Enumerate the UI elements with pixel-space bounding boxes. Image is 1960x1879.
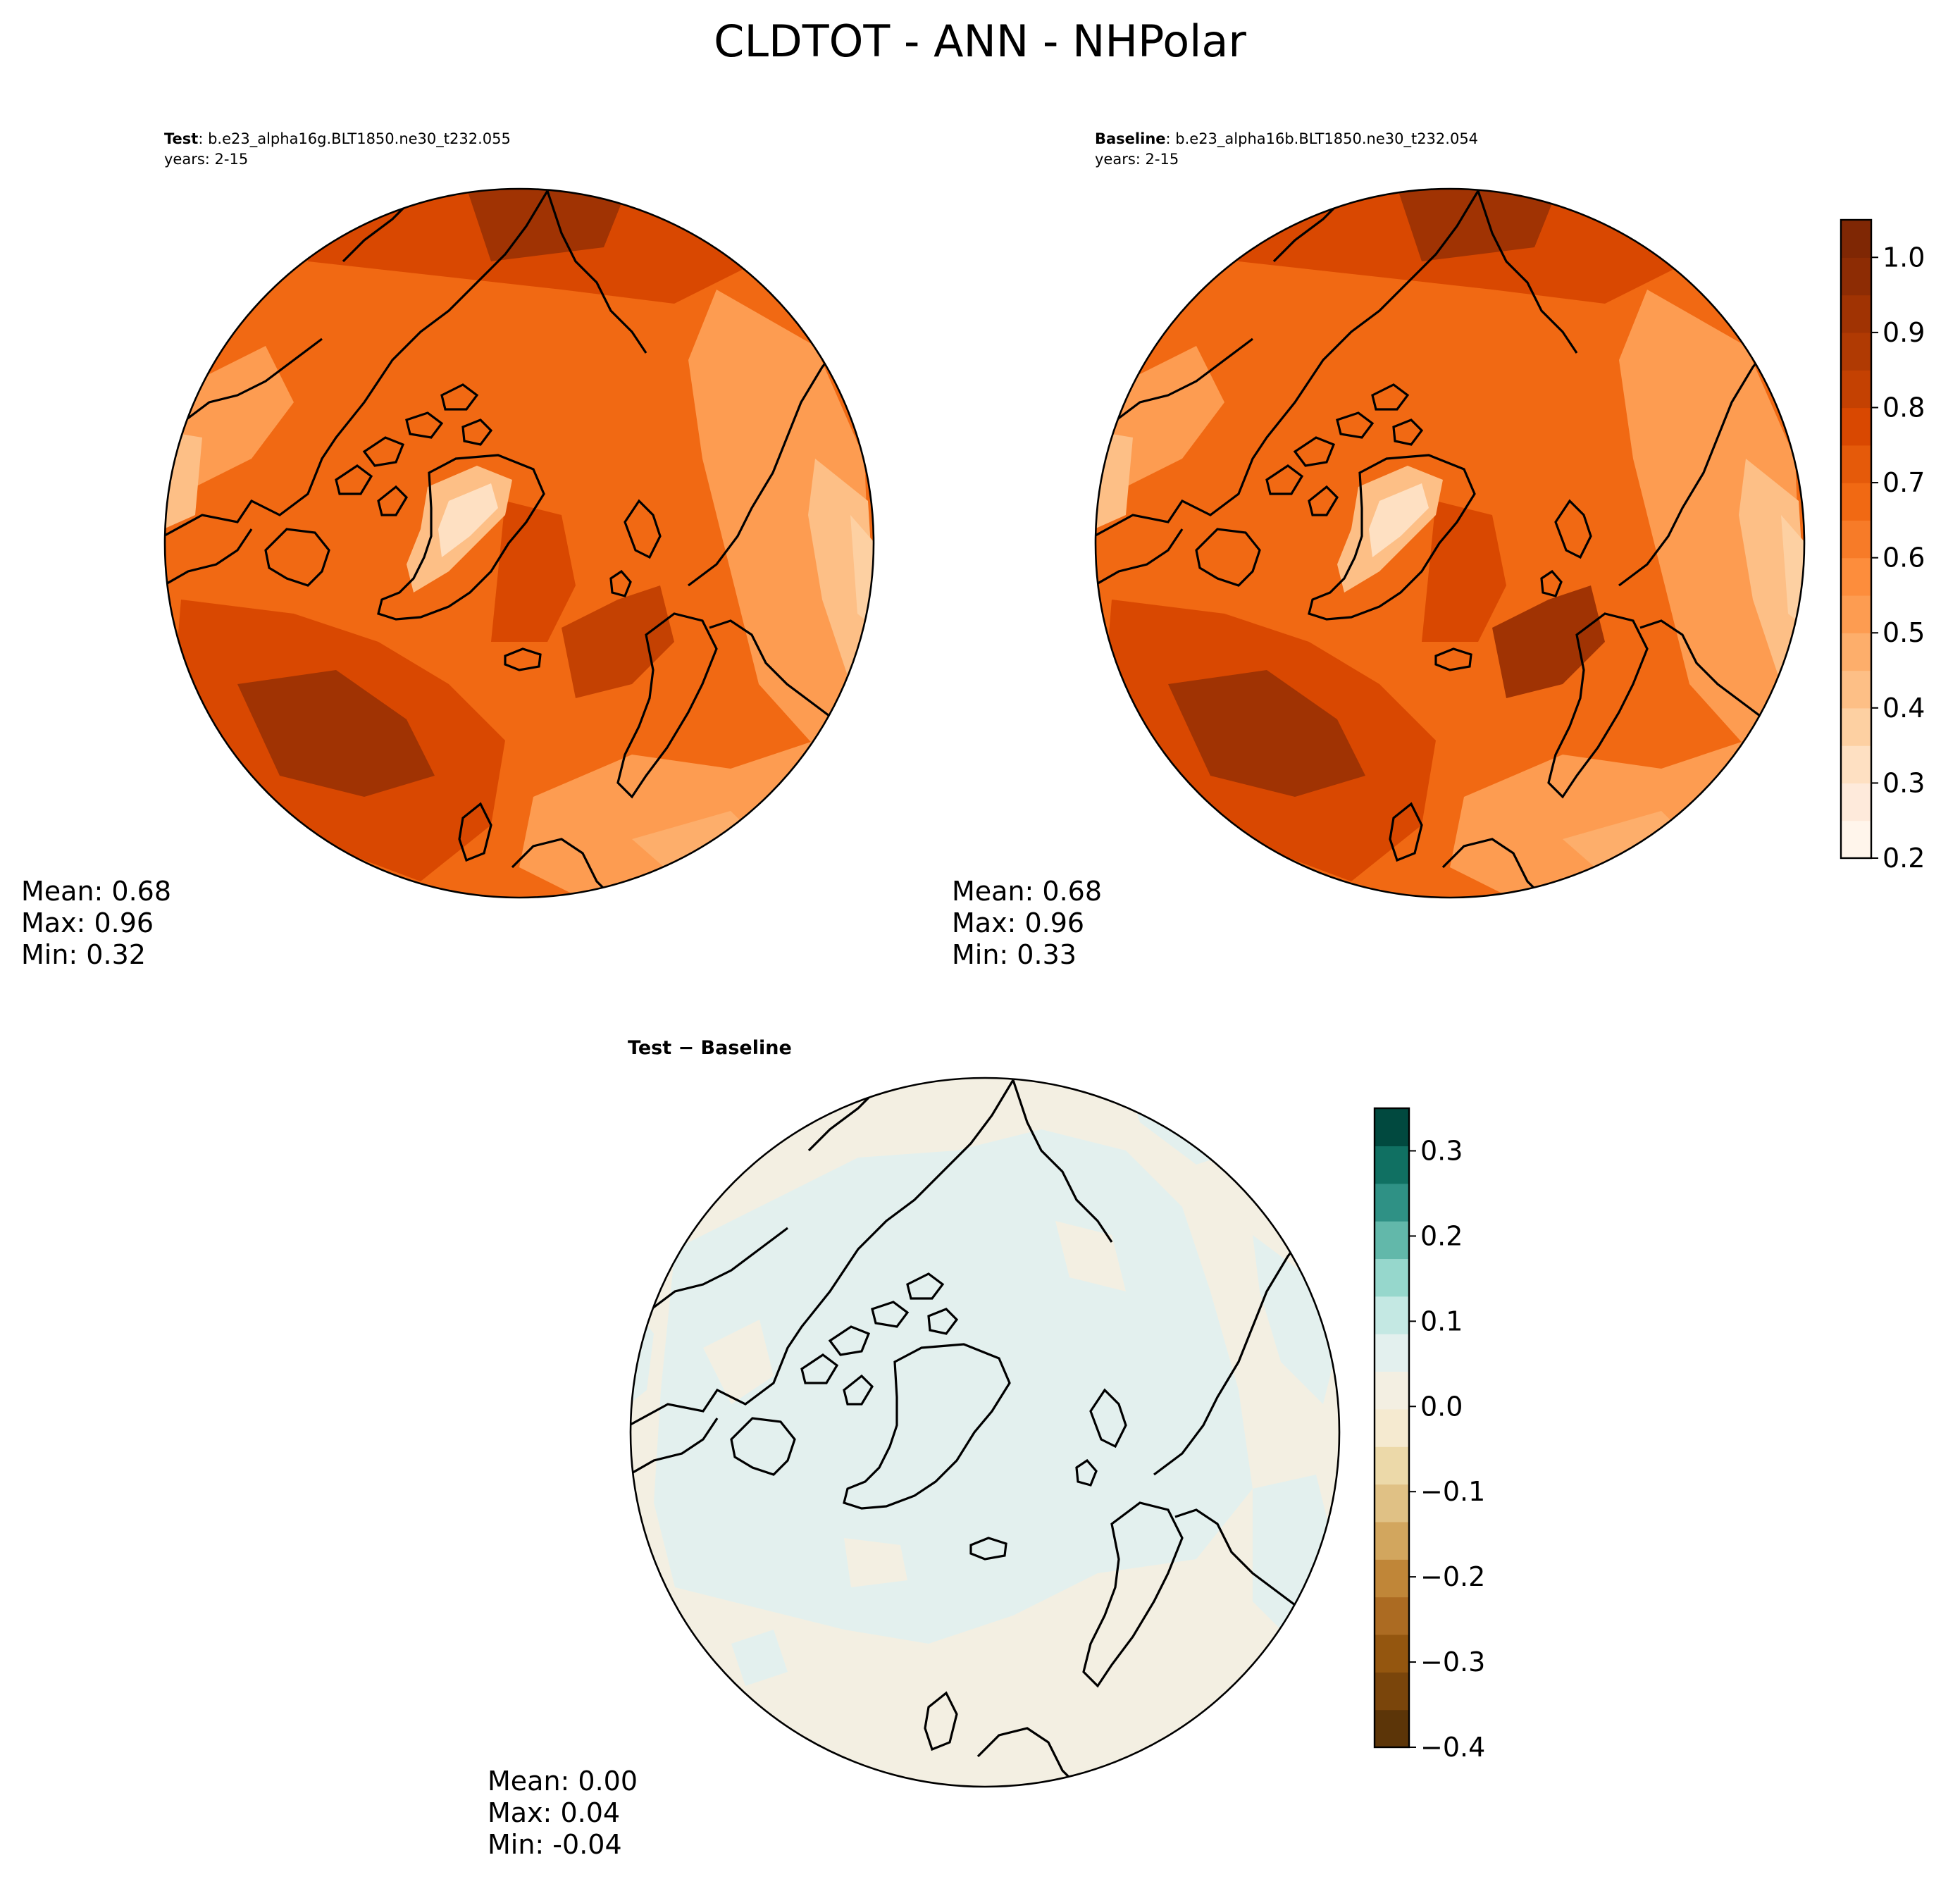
test-header: Test: b.e23_alpha16g.BLT1850.ne30_t232.0… [164,130,511,148]
baseline-header: Baseline: b.e23_alpha16b.BLT1850.ne30_t2… [1095,130,1478,148]
main-colorbar-tick-label: 0.3 [1883,767,1925,798]
baseline-min: Min: 0.33 [952,939,1077,970]
test-min: Min: 0.32 [21,939,146,970]
baseline-years: years: 2-15 [1095,151,1179,168]
figure-title: CLDTOT - ANN - NHPolar [714,15,1246,67]
main-colorbar-segment [1841,407,1871,446]
test-max: Max: 0.96 [21,907,154,938]
diff-colorbar-tick-label: −0.2 [1420,1561,1485,1592]
diff-colorbar-segment [1375,1183,1409,1222]
diff-colorbar: −0.4 −0.3 −0.2 −0.1 0.0 0.1 0.2 0.3 [1373,1107,1485,1763]
diff-colorbar-segment [1375,1334,1409,1372]
diff-colorbar-segment [1375,1108,1409,1146]
diff-colorbar-segment [1375,1634,1409,1673]
main-colorbar-segment [1841,332,1871,371]
main-colorbar-segment [1841,520,1871,559]
main-colorbar-segment [1841,294,1871,333]
diff-colorbar-segment [1375,1446,1409,1485]
main-colorbar-tick-label: 0.7 [1883,467,1925,498]
baseline-case: : b.e23_alpha16b.BLT1850.ne30_t232.054 [1166,130,1479,148]
diff-colorbar-segment [1375,1672,1409,1711]
diff-colorbar-segment [1375,1296,1409,1334]
main-colorbar-tick-label: 0.6 [1883,542,1925,573]
diff-colorbar-segment [1375,1371,1409,1410]
diff-colorbar-segment [1375,1521,1409,1560]
baseline-label: Baseline [1095,130,1166,147]
test-panel: Test: b.e23_alpha16g.BLT1850.ne30_t232.0… [21,130,875,970]
diff-colorbar-tick-label: −0.3 [1420,1647,1485,1678]
main-colorbar-tick-label: 0.9 [1883,317,1925,348]
diff-colorbar-frame [1373,1107,1410,1749]
diff-map [631,1078,1339,1787]
diff-colorbar-tick-label: −0.4 [1420,1732,1485,1763]
diff-mean: Mean: 0.00 [488,1766,638,1797]
main-colorbar-segment [1841,783,1871,821]
main-colorbar-segment [1841,820,1871,859]
test-case: : b.e23_alpha16g.BLT1850.ne30_t232.055 [198,130,511,148]
diff-header: Test − Baseline [628,1037,792,1059]
diff-colorbar-tick-label: 0.2 [1420,1220,1463,1251]
diff-colorbar-tick-label: 0.0 [1420,1391,1463,1422]
diff-colorbar-segment [1375,1146,1409,1184]
test-mean: Mean: 0.68 [21,876,171,907]
diff-colorbar-tick-label: 0.1 [1420,1306,1463,1337]
baseline-mean: Mean: 0.68 [952,876,1102,907]
test-years: years: 2-15 [164,151,248,168]
diff-colorbar-tick-label: −0.1 [1420,1476,1485,1507]
main-colorbar-tick-label: 0.4 [1883,693,1925,724]
main-colorbar-tick-label: 0.2 [1883,843,1925,874]
main-colorbar-tick-label: 0.5 [1883,617,1925,648]
main-colorbar-segment [1841,707,1871,746]
diff-min: Min: -0.04 [488,1829,622,1860]
diff-colorbar-segment [1375,1596,1409,1635]
main-colorbar-tick-label: 1.0 [1883,242,1925,273]
main-colorbar-segment [1841,220,1871,258]
main-colorbar-segment [1841,445,1871,483]
main-colorbar-segment [1841,557,1871,596]
diff-colorbar-segment [1375,1258,1409,1297]
main-colorbar-segment [1841,670,1871,709]
baseline-map [1096,189,1804,898]
main-colorbar-frame [1840,218,1873,860]
baseline-max: Max: 0.96 [952,907,1084,938]
main-colorbar-segment [1841,633,1871,671]
main-colorbar: 0.2 0.3 0.4 0.5 0.6 0.7 0.8 0.9 1.0 [1840,218,1925,874]
diff-colorbar-tick-label: 0.3 [1420,1135,1463,1166]
test-map [165,189,874,898]
diff-colorbar-segment [1375,1484,1409,1523]
main-colorbar-segment [1841,257,1871,296]
main-colorbar-segment [1841,370,1871,409]
diff-colorbar-segment [1375,1559,1409,1598]
test-label: Test [164,130,198,147]
baseline-panel: Baseline: b.e23_alpha16b.BLT1850.ne30_t2… [952,130,1806,970]
diff-colorbar-segment [1375,1408,1409,1447]
main-colorbar-segment [1841,483,1871,521]
diff-colorbar-segment [1375,1709,1409,1748]
main-colorbar-tick-label: 0.8 [1883,392,1925,423]
diff-max: Max: 0.04 [488,1797,620,1828]
diff-panel: Test − Baseline Mean: 0.00 Max: 0 [488,1037,1341,1860]
main-colorbar-segment [1841,595,1871,633]
diff-colorbar-segment [1375,1221,1409,1260]
main-colorbar-segment [1841,745,1871,784]
